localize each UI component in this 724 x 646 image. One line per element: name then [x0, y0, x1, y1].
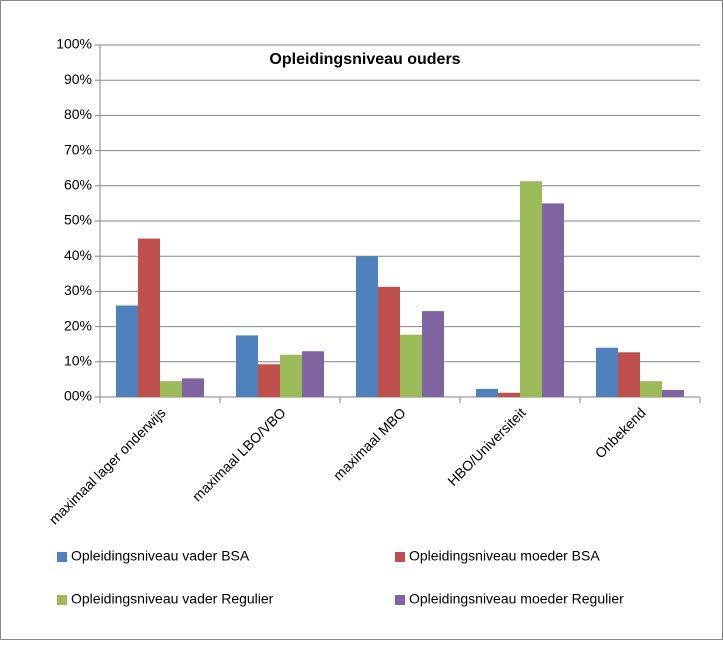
legend-swatch — [57, 552, 67, 562]
bar — [258, 364, 280, 397]
bar — [542, 203, 564, 397]
bar — [400, 334, 422, 397]
bar — [236, 335, 258, 397]
bar — [116, 305, 138, 397]
legend-swatch — [57, 595, 67, 605]
bar — [356, 256, 378, 397]
bar — [640, 381, 662, 397]
y-tick-label: 80% — [64, 106, 92, 122]
bar — [378, 286, 400, 397]
y-tick-label: 00% — [64, 388, 92, 404]
legend-label: Opleidingsniveau vader BSA — [71, 548, 250, 564]
bar — [476, 388, 498, 397]
bar — [618, 352, 640, 397]
y-tick-label: 30% — [64, 282, 92, 298]
bar — [520, 181, 542, 397]
y-tick-label: 70% — [64, 141, 92, 157]
y-tick-label: 60% — [64, 177, 92, 193]
y-tick-label: 40% — [64, 247, 92, 263]
legend-swatch — [395, 552, 405, 562]
y-tick-label: 10% — [64, 353, 92, 369]
bar — [160, 381, 182, 397]
legend-label: Opleidingsniveau moeder Regulier — [409, 591, 624, 607]
bar — [422, 311, 444, 397]
y-tick-label: 50% — [64, 212, 92, 228]
bar — [280, 354, 302, 397]
y-tick-label: 20% — [64, 317, 92, 333]
bar — [662, 389, 684, 397]
bar — [138, 238, 160, 397]
bar — [182, 378, 204, 397]
chart-title: Opleidingsniveau ouders — [269, 51, 460, 68]
legend-label: Opleidingsniveau vader Regulier — [71, 591, 274, 607]
y-tick-label: 90% — [64, 71, 92, 87]
legend-label: Opleidingsniveau moeder BSA — [409, 548, 600, 564]
y-tick-label: 100% — [56, 36, 92, 52]
bar — [498, 392, 520, 397]
legend-swatch — [395, 595, 405, 605]
bar — [596, 347, 618, 397]
bar — [302, 351, 324, 397]
